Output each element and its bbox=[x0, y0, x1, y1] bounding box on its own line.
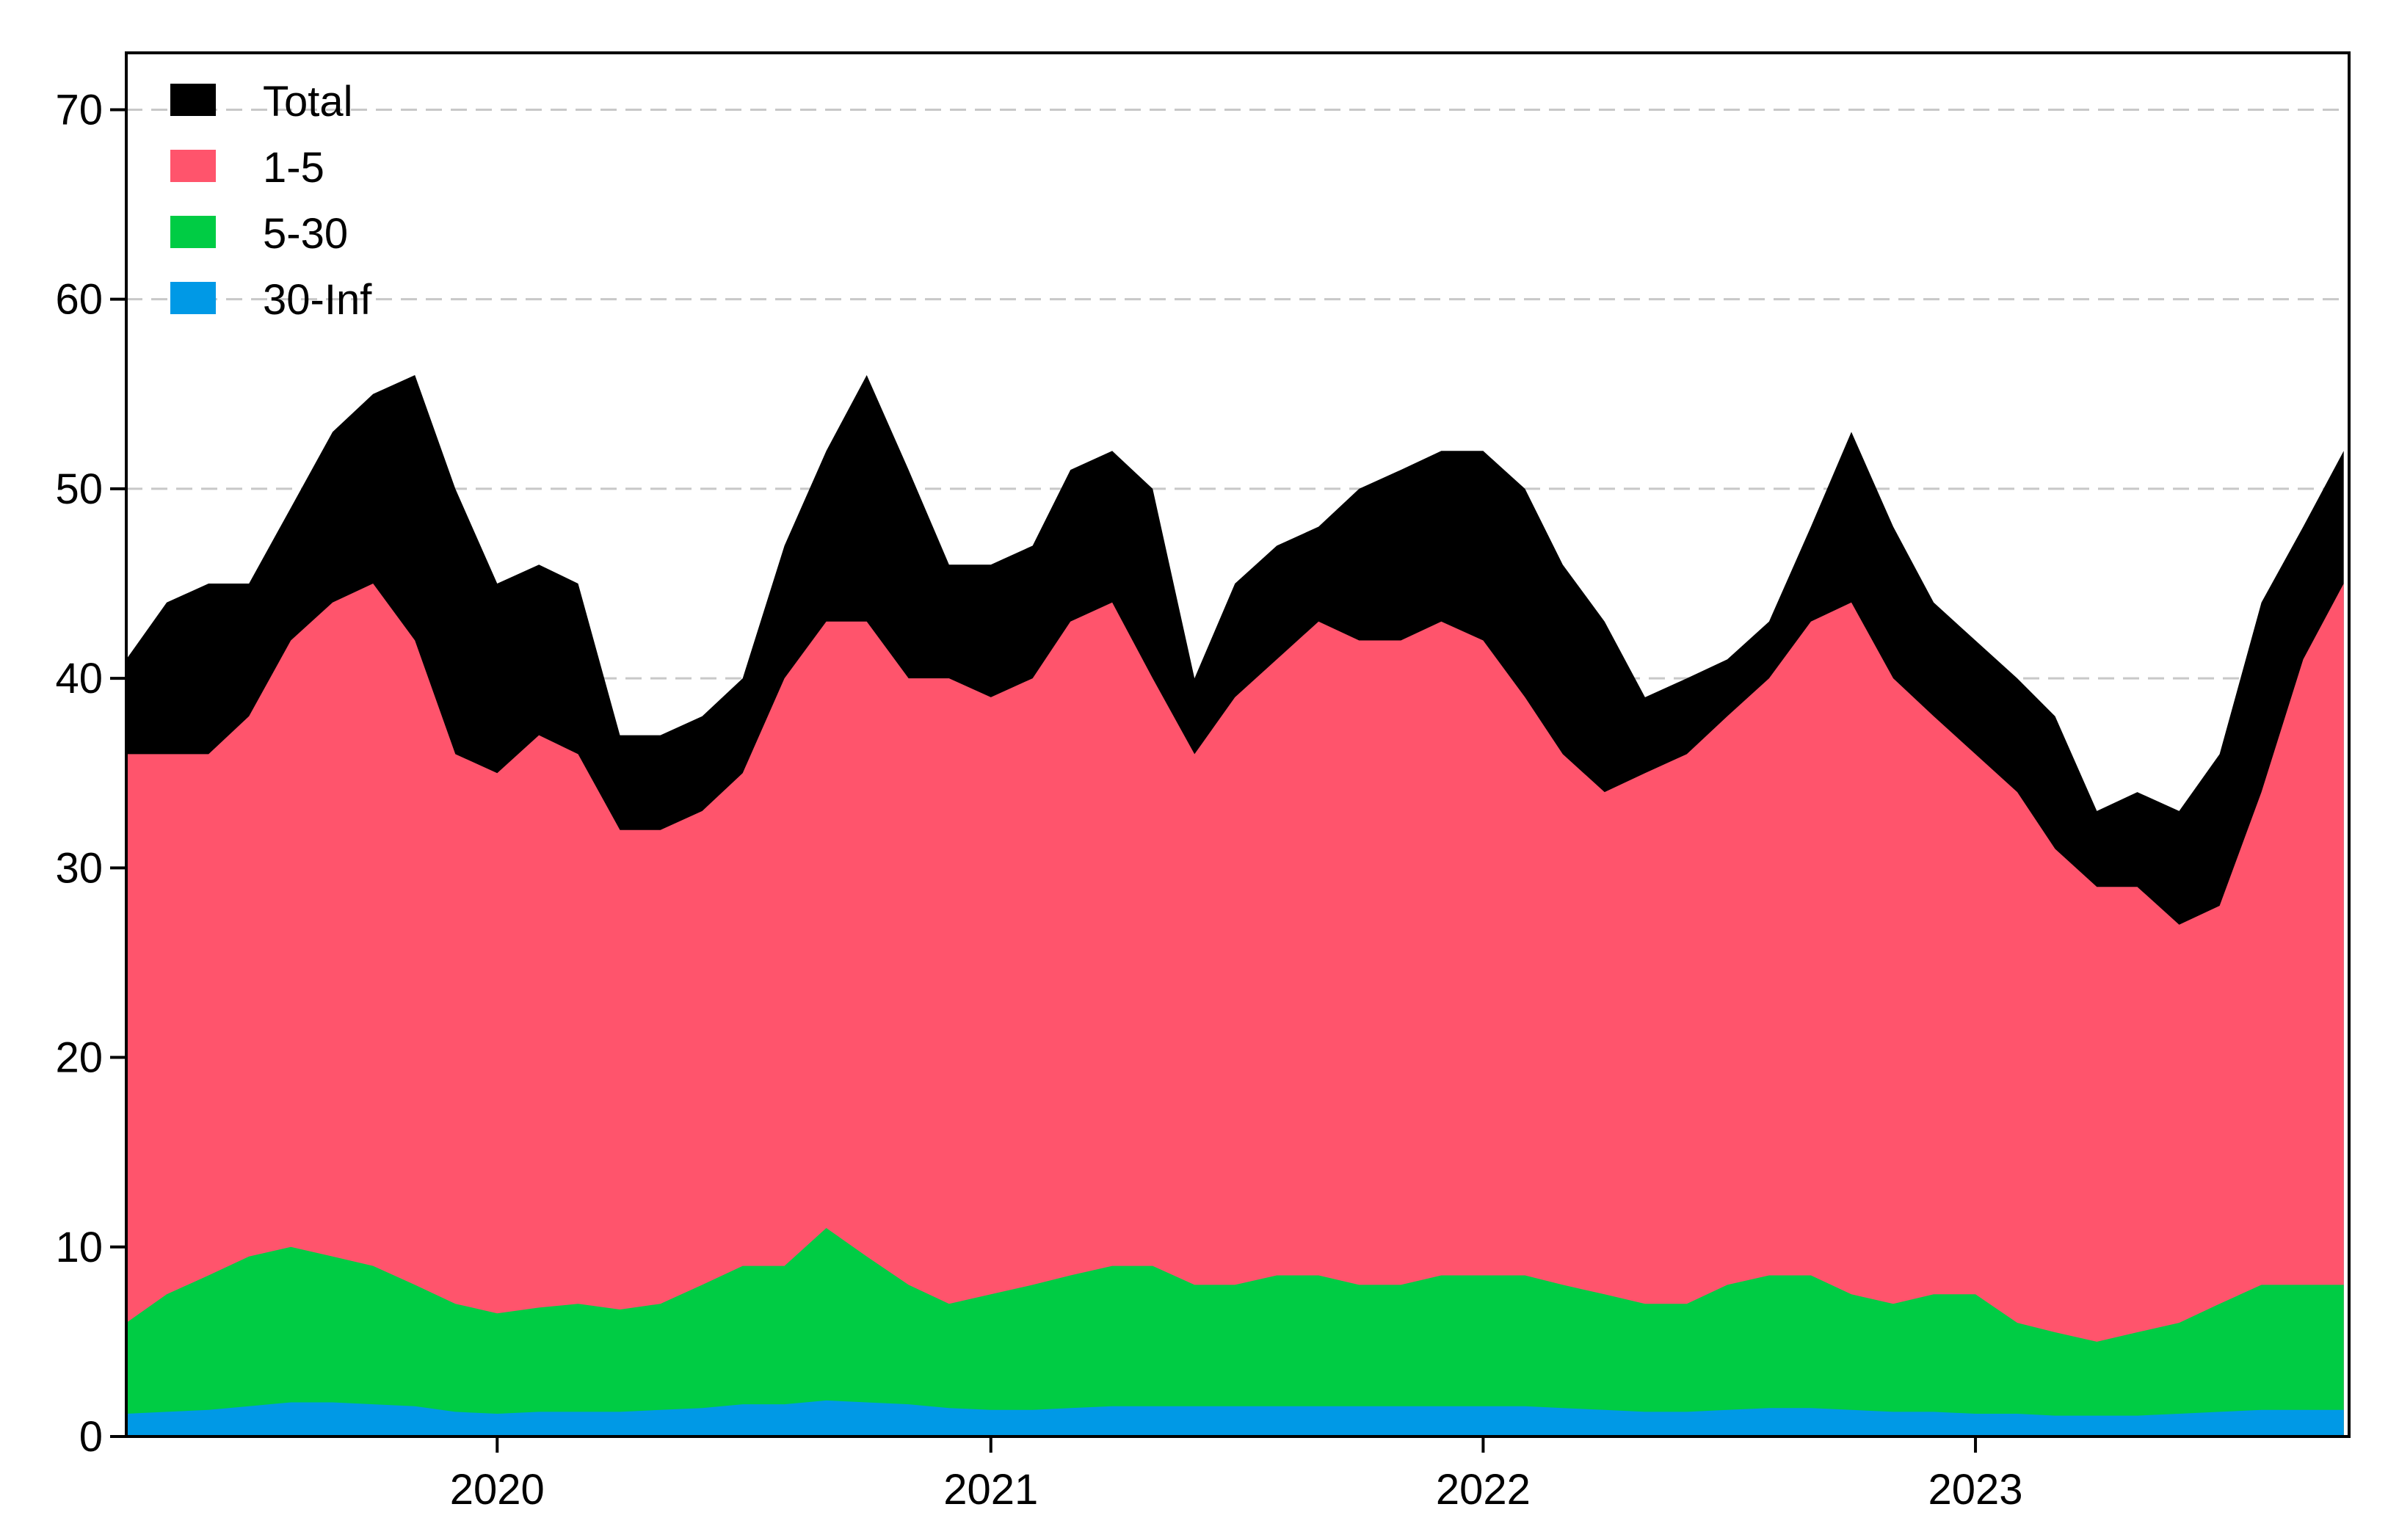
legend-label-30-inf: 30-Inf bbox=[263, 276, 372, 324]
legend-swatch-5-30 bbox=[170, 216, 216, 248]
legend-label-1-5: 1-5 bbox=[263, 144, 324, 192]
legend-swatch-30-inf bbox=[170, 282, 216, 314]
legend-label-total: Total bbox=[263, 78, 353, 126]
legend: Total 1-5 5-30 30-Inf bbox=[170, 78, 372, 324]
y-tick-label-20: 20 bbox=[55, 1034, 103, 1082]
area-series-30-inf bbox=[126, 1400, 2344, 1437]
legend-swatch-total bbox=[170, 84, 216, 116]
legend-swatch-1-5 bbox=[170, 150, 216, 182]
x-tick-label-2020: 2020 bbox=[450, 1466, 545, 1514]
y-tick-label-60: 60 bbox=[55, 276, 103, 324]
y-tick-label-0: 0 bbox=[79, 1413, 103, 1461]
area-series-1-5 bbox=[126, 584, 2344, 1437]
x-tick-label-2023: 2023 bbox=[1928, 1466, 2023, 1514]
y-axis: 0 10 20 30 40 50 60 70 bbox=[55, 86, 126, 1461]
y-tick-label-10: 10 bbox=[55, 1224, 103, 1271]
plot-frame bbox=[125, 51, 2351, 1438]
x-tick-label-2022: 2022 bbox=[1436, 1466, 1531, 1514]
legend-label-5-30: 5-30 bbox=[263, 210, 348, 258]
area-series-5-30 bbox=[126, 1228, 2344, 1437]
x-axis: 2020 2021 2022 2023 bbox=[450, 1437, 2023, 1514]
y-tick-label-30: 30 bbox=[55, 844, 103, 892]
y-tick-label-70: 70 bbox=[55, 86, 103, 134]
x-tick-label-2021: 2021 bbox=[943, 1466, 1038, 1514]
y-tick-label-50: 50 bbox=[55, 465, 103, 513]
series-areas bbox=[126, 375, 2344, 1437]
y-tick-label-40: 40 bbox=[55, 655, 103, 702]
